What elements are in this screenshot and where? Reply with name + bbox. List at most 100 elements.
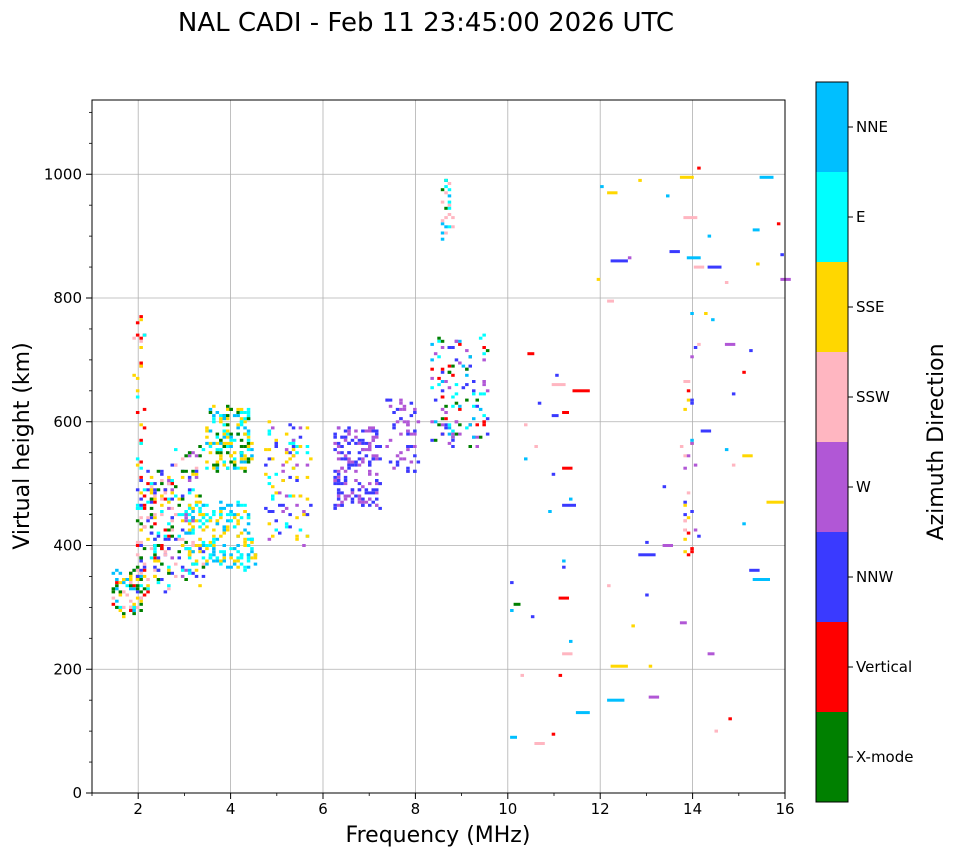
data-point [184, 469, 188, 473]
data-point [226, 525, 230, 529]
data-point [201, 528, 206, 532]
data-point [343, 435, 348, 439]
data-point [475, 404, 479, 408]
data-point [212, 441, 216, 445]
data-point [246, 417, 251, 421]
data-point [662, 485, 667, 489]
data-point [208, 540, 213, 544]
data-point [409, 401, 414, 405]
data-point [298, 435, 303, 439]
data-point [163, 528, 168, 532]
data-point [208, 411, 213, 414]
data-point [163, 590, 168, 594]
data-point [222, 559, 226, 563]
data-point [205, 466, 209, 470]
data-point [690, 355, 694, 359]
data-point [160, 497, 164, 501]
data-point [205, 525, 209, 529]
data-point [184, 540, 188, 544]
data-point [219, 414, 223, 418]
data-point [215, 463, 220, 467]
data-point [167, 522, 171, 526]
data-point [139, 506, 143, 510]
data-point [246, 441, 251, 445]
data-point [361, 457, 365, 461]
data-point [236, 544, 240, 547]
data-point [187, 528, 192, 532]
data-point [222, 506, 226, 510]
data-point [440, 395, 445, 399]
x-tick-label: 2 [133, 800, 143, 818]
data-point [447, 206, 452, 210]
data-point [406, 445, 410, 448]
data-point [243, 454, 247, 458]
data-point [153, 522, 157, 526]
data-point [125, 584, 129, 588]
data-point [236, 519, 240, 523]
data-point [187, 522, 192, 526]
data-point [132, 609, 136, 612]
data-point [201, 522, 206, 526]
data-point [246, 407, 251, 411]
data-point [357, 441, 362, 445]
data-point [194, 559, 199, 563]
data-point [139, 315, 143, 319]
data-point [697, 342, 701, 346]
data-point [239, 460, 244, 464]
data-point [149, 482, 154, 486]
data-point [187, 513, 192, 517]
data-point [284, 451, 289, 455]
data-point [756, 262, 760, 266]
data-point [690, 312, 694, 315]
data-point [153, 494, 157, 498]
data-point [759, 175, 774, 179]
data-point [198, 519, 202, 523]
y-tick-label: 400 [53, 537, 82, 555]
data-point [343, 475, 348, 479]
data-point [187, 491, 192, 495]
data-point [776, 222, 781, 226]
data-point [156, 544, 161, 547]
data-point [683, 550, 687, 554]
data-point [184, 578, 188, 581]
data-point [177, 556, 181, 560]
data-point [447, 346, 452, 349]
data-point [226, 414, 230, 418]
data-point [347, 426, 351, 430]
data-point [229, 519, 233, 523]
data-point [388, 398, 393, 402]
data-point [288, 525, 292, 529]
data-point [451, 432, 455, 436]
data-point [264, 506, 268, 510]
data-point [336, 441, 341, 445]
data-point [226, 519, 230, 523]
data-point [375, 445, 379, 448]
data-point [215, 460, 220, 464]
data-point [239, 516, 244, 520]
data-point [368, 469, 372, 473]
data-point [468, 423, 472, 427]
data-point [243, 544, 247, 547]
data-point [336, 472, 341, 476]
data-point [683, 500, 687, 504]
data-point [146, 587, 150, 591]
data-point [475, 423, 479, 427]
data-point [229, 432, 233, 436]
data-point [295, 537, 299, 541]
data-point [447, 364, 452, 368]
data-point [347, 451, 351, 455]
data-point [437, 376, 441, 380]
data-point [167, 479, 171, 482]
data-point [250, 454, 254, 458]
data-point [222, 429, 226, 433]
data-point [212, 550, 216, 554]
data-point [444, 404, 448, 408]
data-point [368, 448, 372, 452]
data-point [368, 497, 372, 501]
data-point [475, 445, 479, 448]
data-point [392, 466, 396, 470]
data-point [569, 497, 573, 501]
data-point [236, 432, 240, 436]
data-point [433, 420, 438, 424]
data-point [281, 463, 285, 467]
